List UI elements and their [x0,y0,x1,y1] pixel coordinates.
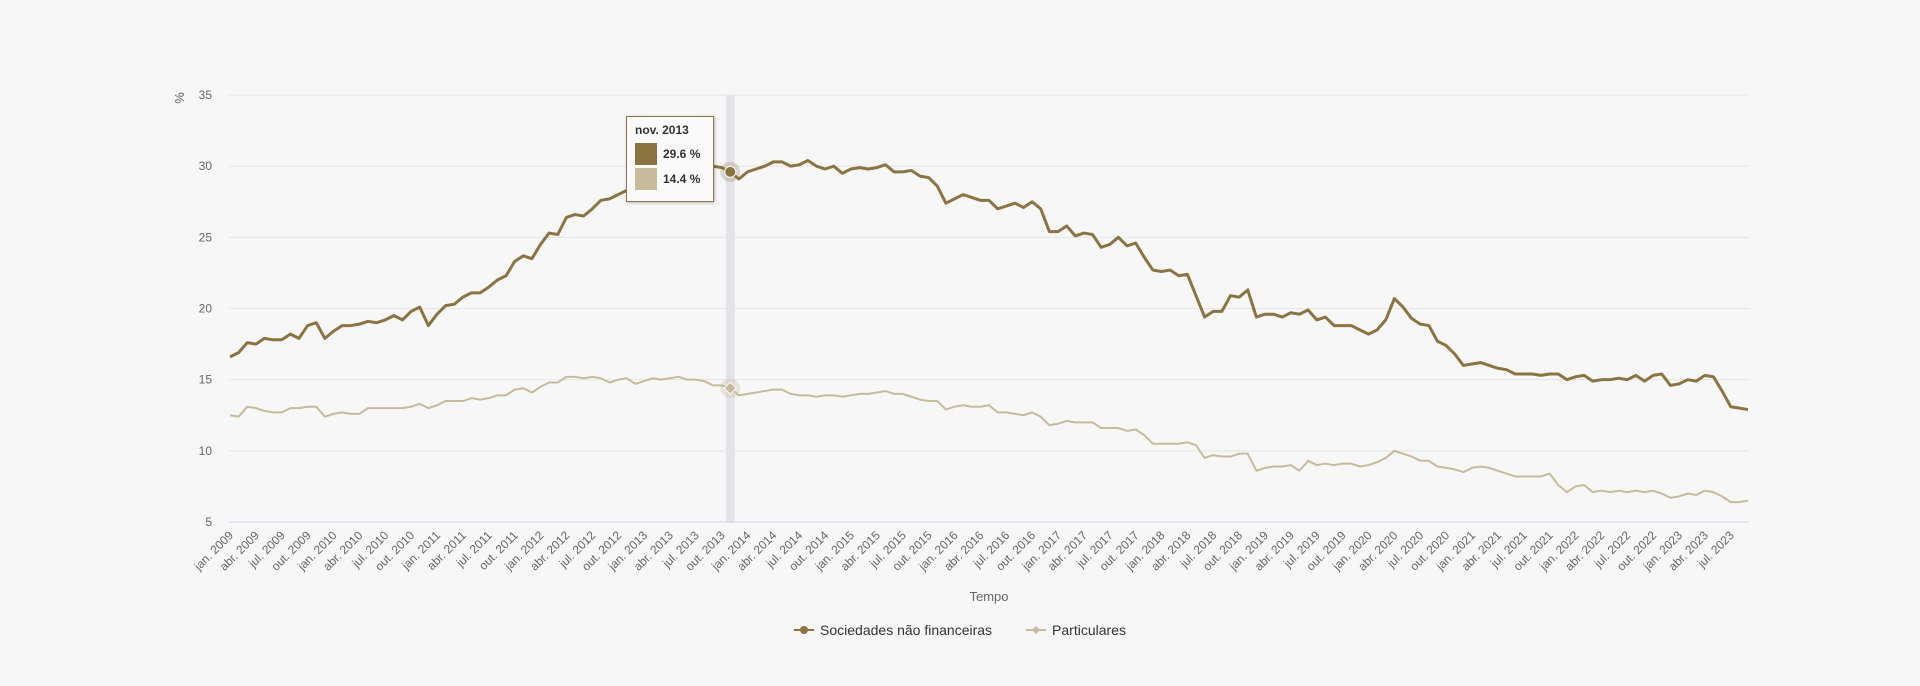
y-tick-label: 20 [199,302,213,316]
tooltip-swatch-series1 [635,143,657,165]
tooltip-row-series1: 29.6 % [635,143,705,165]
tooltip-row-series2: 14.4 % [635,168,705,190]
legend-marker-particulares [1032,626,1041,634]
y-tick-label: 30 [199,159,213,173]
y-tick-label: 25 [199,230,213,244]
y-tick-label: 15 [199,373,213,387]
legend-label-particulares: Particulares [1052,622,1126,638]
y-tick-label: 35 [199,88,213,102]
y-tick-label: 5 [205,515,212,529]
x-axis-title: Tempo [969,589,1008,604]
legend-item-sociedades[interactable]: Sociedades não financeiras [794,622,992,638]
highlight-point-sociedades [724,165,737,178]
legend-diamond-marker-icon [1026,626,1047,634]
series-line-particulares [229,375,1749,504]
tooltip-value-series2: 14.4 % [663,172,701,186]
y-tick-label: 10 [199,444,213,458]
tooltip-swatch-series2 [635,168,657,190]
y-axis-title: % [172,92,187,104]
chart-tooltip: nov. 2013 29.6 % 14.4 % [626,116,714,202]
legend-label-sociedades: Sociedades não financeiras [820,622,993,638]
legend-item-particulares[interactable]: Particulares [1026,622,1126,638]
chart-legend: Sociedades não financeiras Particulares [0,622,1920,638]
tooltip-value-series1: 29.6 % [663,147,701,161]
tooltip-title: nov. 2013 [635,123,689,137]
legend-circle-marker-icon [794,626,815,634]
legend-marker-sociedades [800,626,809,634]
series-line-sociedades [229,158,1749,412]
highlight-point-particulares [723,381,737,395]
